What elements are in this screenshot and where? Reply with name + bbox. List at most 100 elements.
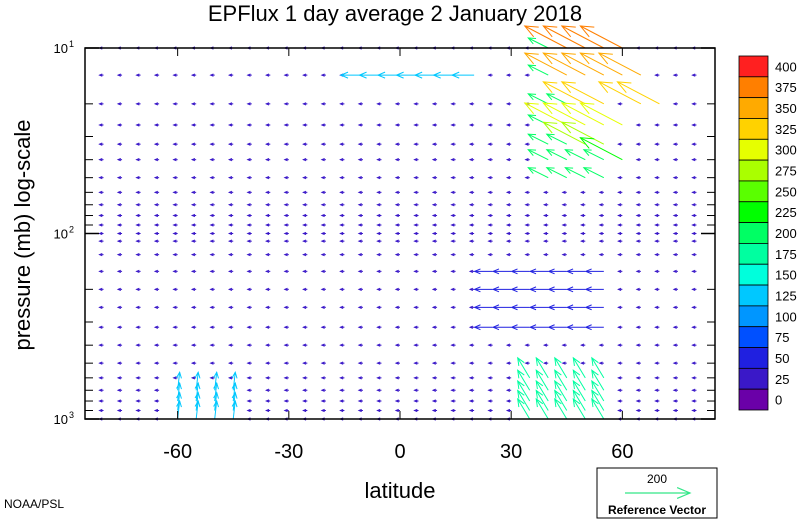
flux-vector — [98, 73, 104, 77]
flux-vector-head — [654, 223, 659, 227]
flux-vector-shaft — [583, 149, 605, 161]
flux-vector — [582, 167, 605, 179]
flux-vector — [227, 287, 234, 291]
flux-vector — [209, 203, 215, 207]
reference-arrow-glyph — [625, 486, 692, 500]
flux-vector — [431, 376, 438, 380]
flux-vector — [172, 213, 178, 218]
flux-vector — [116, 408, 123, 413]
flux-vector-head — [320, 190, 325, 194]
flux-vector-head — [135, 73, 140, 77]
flux-vector-head — [302, 239, 307, 243]
flux-vector — [542, 361, 549, 365]
flux-vector-head — [116, 399, 122, 403]
flux-vector-head — [394, 388, 399, 392]
flux-vector-head — [584, 304, 592, 311]
flux-vector-head — [376, 142, 381, 146]
flux-vector-head — [302, 223, 307, 227]
flux-vector — [265, 239, 271, 243]
flux-vector — [357, 158, 363, 162]
flux-vector-head — [547, 324, 555, 331]
flux-vector — [561, 239, 567, 243]
flux-vector — [580, 203, 586, 207]
flux-vector-head — [190, 203, 196, 207]
colorbar-swatch — [738, 76, 769, 99]
flux-vector — [450, 376, 456, 380]
flux-vector-head — [635, 142, 640, 146]
flux-vector — [542, 203, 549, 207]
flux-vector — [635, 343, 641, 347]
flux-vector — [524, 203, 530, 207]
flux-vector — [320, 408, 326, 413]
flux-vector-head — [691, 142, 696, 146]
flux-vector-head — [172, 343, 177, 347]
flux-vector-head — [302, 376, 307, 380]
flux-vector — [116, 203, 123, 207]
flux-vector — [357, 203, 363, 207]
flux-vector — [172, 123, 178, 127]
flux-vector-head — [283, 73, 288, 77]
flux-vector-head — [450, 190, 455, 194]
flux-vector-head — [376, 239, 381, 243]
flux-vector — [227, 269, 234, 273]
flux-vector — [98, 408, 104, 413]
flux-vector — [339, 343, 345, 347]
flux-vector — [672, 408, 678, 413]
flux-vector-head — [376, 253, 381, 257]
flux-vector-head — [450, 269, 455, 273]
flux-vector — [283, 287, 289, 291]
flux-vector-head — [547, 268, 555, 275]
flux-vector — [339, 239, 345, 243]
flux-vector — [213, 399, 219, 420]
flux-vector — [598, 231, 604, 236]
flux-vector-head — [505, 203, 511, 207]
flux-vector — [98, 158, 104, 162]
flux-vector-head — [283, 343, 288, 347]
flux-vector — [357, 102, 363, 106]
flux-vector-shaft — [177, 372, 181, 391]
flux-vector-head — [98, 388, 103, 392]
colorbar-swatch — [738, 118, 769, 140]
flux-vector — [302, 213, 308, 218]
flux-vector — [339, 399, 345, 403]
flux-vector-head — [246, 176, 251, 180]
flux-vector — [572, 389, 586, 411]
flux-vector — [98, 213, 104, 218]
flux-vector — [523, 52, 567, 76]
flux-vector-head — [597, 52, 613, 65]
flux-vector-head — [584, 324, 592, 331]
flux-vector — [413, 223, 419, 227]
flux-vector-head — [517, 389, 525, 399]
flux-vector — [376, 203, 382, 207]
flux-vector — [431, 325, 438, 329]
flux-vector-head — [265, 239, 270, 243]
flux-vector-head — [535, 356, 544, 367]
flux-vector-head — [227, 325, 233, 329]
flux-vector-head — [135, 305, 140, 309]
flux-vector-head — [524, 158, 529, 162]
flux-vector-head — [153, 239, 159, 243]
flux-vector — [654, 325, 660, 329]
flux-vector-head — [153, 190, 159, 194]
flux-vector — [617, 361, 623, 365]
flux-vector-head — [517, 379, 525, 390]
flux-vector-head — [172, 305, 177, 309]
flux-vector-head — [431, 158, 437, 162]
flux-vector — [528, 268, 549, 275]
flux-vector — [580, 253, 586, 257]
flux-vector — [98, 305, 104, 309]
flux-vector-head — [617, 253, 622, 257]
flux-vector — [339, 223, 345, 227]
flux-vector-shaft — [543, 52, 586, 76]
flux-vector — [283, 158, 289, 162]
flux-vector — [283, 223, 289, 227]
flux-vector-head — [357, 239, 362, 243]
flux-vector-head — [190, 176, 196, 180]
flux-vector-head — [635, 305, 640, 309]
flux-vector-head — [116, 158, 122, 162]
flux-vector-shaft — [580, 102, 623, 126]
flux-vector-head — [320, 287, 325, 291]
flux-vector-head — [505, 376, 511, 380]
flux-vector — [535, 389, 549, 411]
flux-vector-head — [135, 388, 140, 392]
